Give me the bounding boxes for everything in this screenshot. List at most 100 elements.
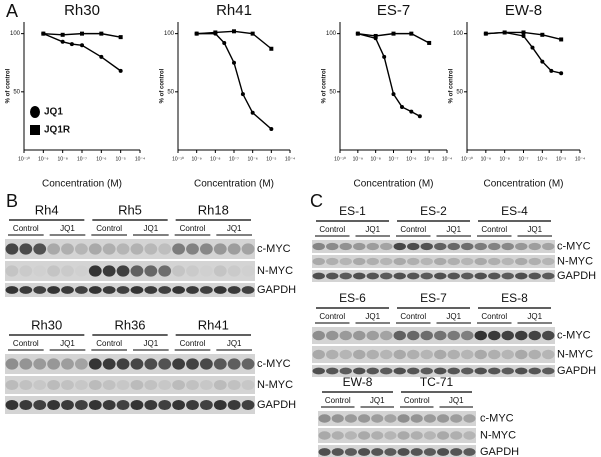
blot-band (501, 242, 514, 251)
blot-band (542, 272, 555, 280)
y-tick-label: 50 (456, 89, 463, 95)
blot-band (213, 358, 227, 370)
blot-band (200, 286, 213, 294)
blot-band (358, 448, 371, 456)
blot-band (366, 367, 379, 375)
blot-band (102, 379, 116, 391)
circle-marker (269, 127, 274, 132)
square-marker (521, 30, 526, 35)
blot-band (393, 367, 406, 375)
x-tick-label: 10⁻¹⁰ (334, 156, 346, 162)
blot-band (102, 286, 116, 294)
group-label: Control (319, 225, 345, 234)
blot-band (474, 257, 487, 266)
group-label: JQ1 (143, 339, 158, 348)
blot-band (542, 257, 555, 266)
blot-band (227, 379, 241, 391)
cell-line-label: EW-8 (343, 375, 373, 389)
blot-band (75, 379, 88, 391)
blot-band (447, 242, 460, 251)
blot-band (88, 399, 102, 411)
blot-band (102, 243, 116, 255)
blot-band (326, 272, 339, 280)
x-tick-label: 10⁻⁴ (285, 156, 295, 162)
blot-band (384, 448, 397, 456)
x-tick-label: 10⁻⁹ (353, 156, 363, 162)
cell-line-label: ES-8 (501, 291, 528, 305)
square-marker (250, 31, 255, 36)
blot-band (358, 414, 371, 423)
blot-band (371, 431, 384, 440)
blot-band (227, 399, 241, 411)
x-tick-label: 10⁻⁶ (406, 156, 416, 162)
blot-band (158, 286, 172, 294)
cell-line-label: TC-71 (420, 375, 454, 389)
group-label: Control (96, 339, 122, 348)
square-marker (502, 30, 507, 35)
group-label: Control (180, 339, 206, 348)
group-label: JQ1 (227, 339, 242, 348)
blot-band (393, 349, 406, 360)
blot-band (200, 379, 213, 391)
blot-band (241, 358, 255, 370)
blot-band (353, 349, 366, 360)
circle-marker (400, 104, 405, 109)
blot-band (241, 265, 255, 277)
blot-band (463, 431, 476, 440)
blot-band (130, 286, 144, 294)
blot-band (447, 349, 460, 360)
blot-band (450, 414, 463, 423)
blot-band (144, 286, 158, 294)
series-line (485, 31, 562, 74)
blot-band (88, 379, 102, 391)
blot-band (353, 330, 366, 341)
y-tick-label: 100 (326, 31, 337, 37)
x-tick-label: 10⁻¹⁰ (18, 156, 30, 162)
chart-title: Rh30 (64, 2, 100, 19)
blot-band (353, 242, 366, 251)
blot-band (407, 242, 420, 251)
blot-band (33, 265, 47, 277)
y-axis-label: % of control (449, 68, 455, 103)
x-tick-label: 10⁻⁵ (116, 156, 126, 162)
blot-band (488, 367, 501, 375)
blot-band (393, 242, 406, 251)
blot-band (312, 242, 325, 251)
square-marker (355, 31, 360, 36)
blot-band (312, 367, 325, 375)
blot-band (420, 330, 433, 341)
blot-band (158, 358, 172, 370)
blot-band (358, 431, 371, 440)
blot-band (461, 330, 474, 341)
blot-band (461, 349, 474, 360)
blot-band (19, 358, 33, 370)
blot-band (158, 243, 172, 255)
blot-band (450, 448, 463, 456)
x-tick-label: 10⁻⁵ (266, 156, 276, 162)
blot-band (213, 265, 227, 277)
blot-strip (318, 411, 476, 426)
group-label: JQ1 (527, 225, 542, 234)
x-tick-label: 10⁻⁹ (38, 156, 48, 162)
blot-band (353, 367, 366, 375)
blot-band (380, 349, 393, 360)
square-marker (60, 32, 65, 37)
blot-band (75, 399, 88, 411)
blot-band (515, 272, 528, 280)
blot-band (172, 399, 185, 411)
blot-band (434, 349, 447, 360)
circle-marker (521, 33, 526, 38)
blot-band (410, 414, 423, 423)
panel-label: A (6, 1, 18, 21)
blot-band (434, 330, 447, 341)
series-line (43, 32, 122, 72)
blot-band (528, 272, 541, 280)
square-marker (483, 31, 488, 36)
x-tick-label: 10⁻¹⁰ (461, 156, 473, 162)
blot-band (542, 367, 555, 375)
blot-band (437, 431, 450, 440)
blot-band (102, 399, 116, 411)
blot-band (366, 272, 379, 280)
blot-band (423, 414, 436, 423)
blot-band (75, 265, 88, 277)
